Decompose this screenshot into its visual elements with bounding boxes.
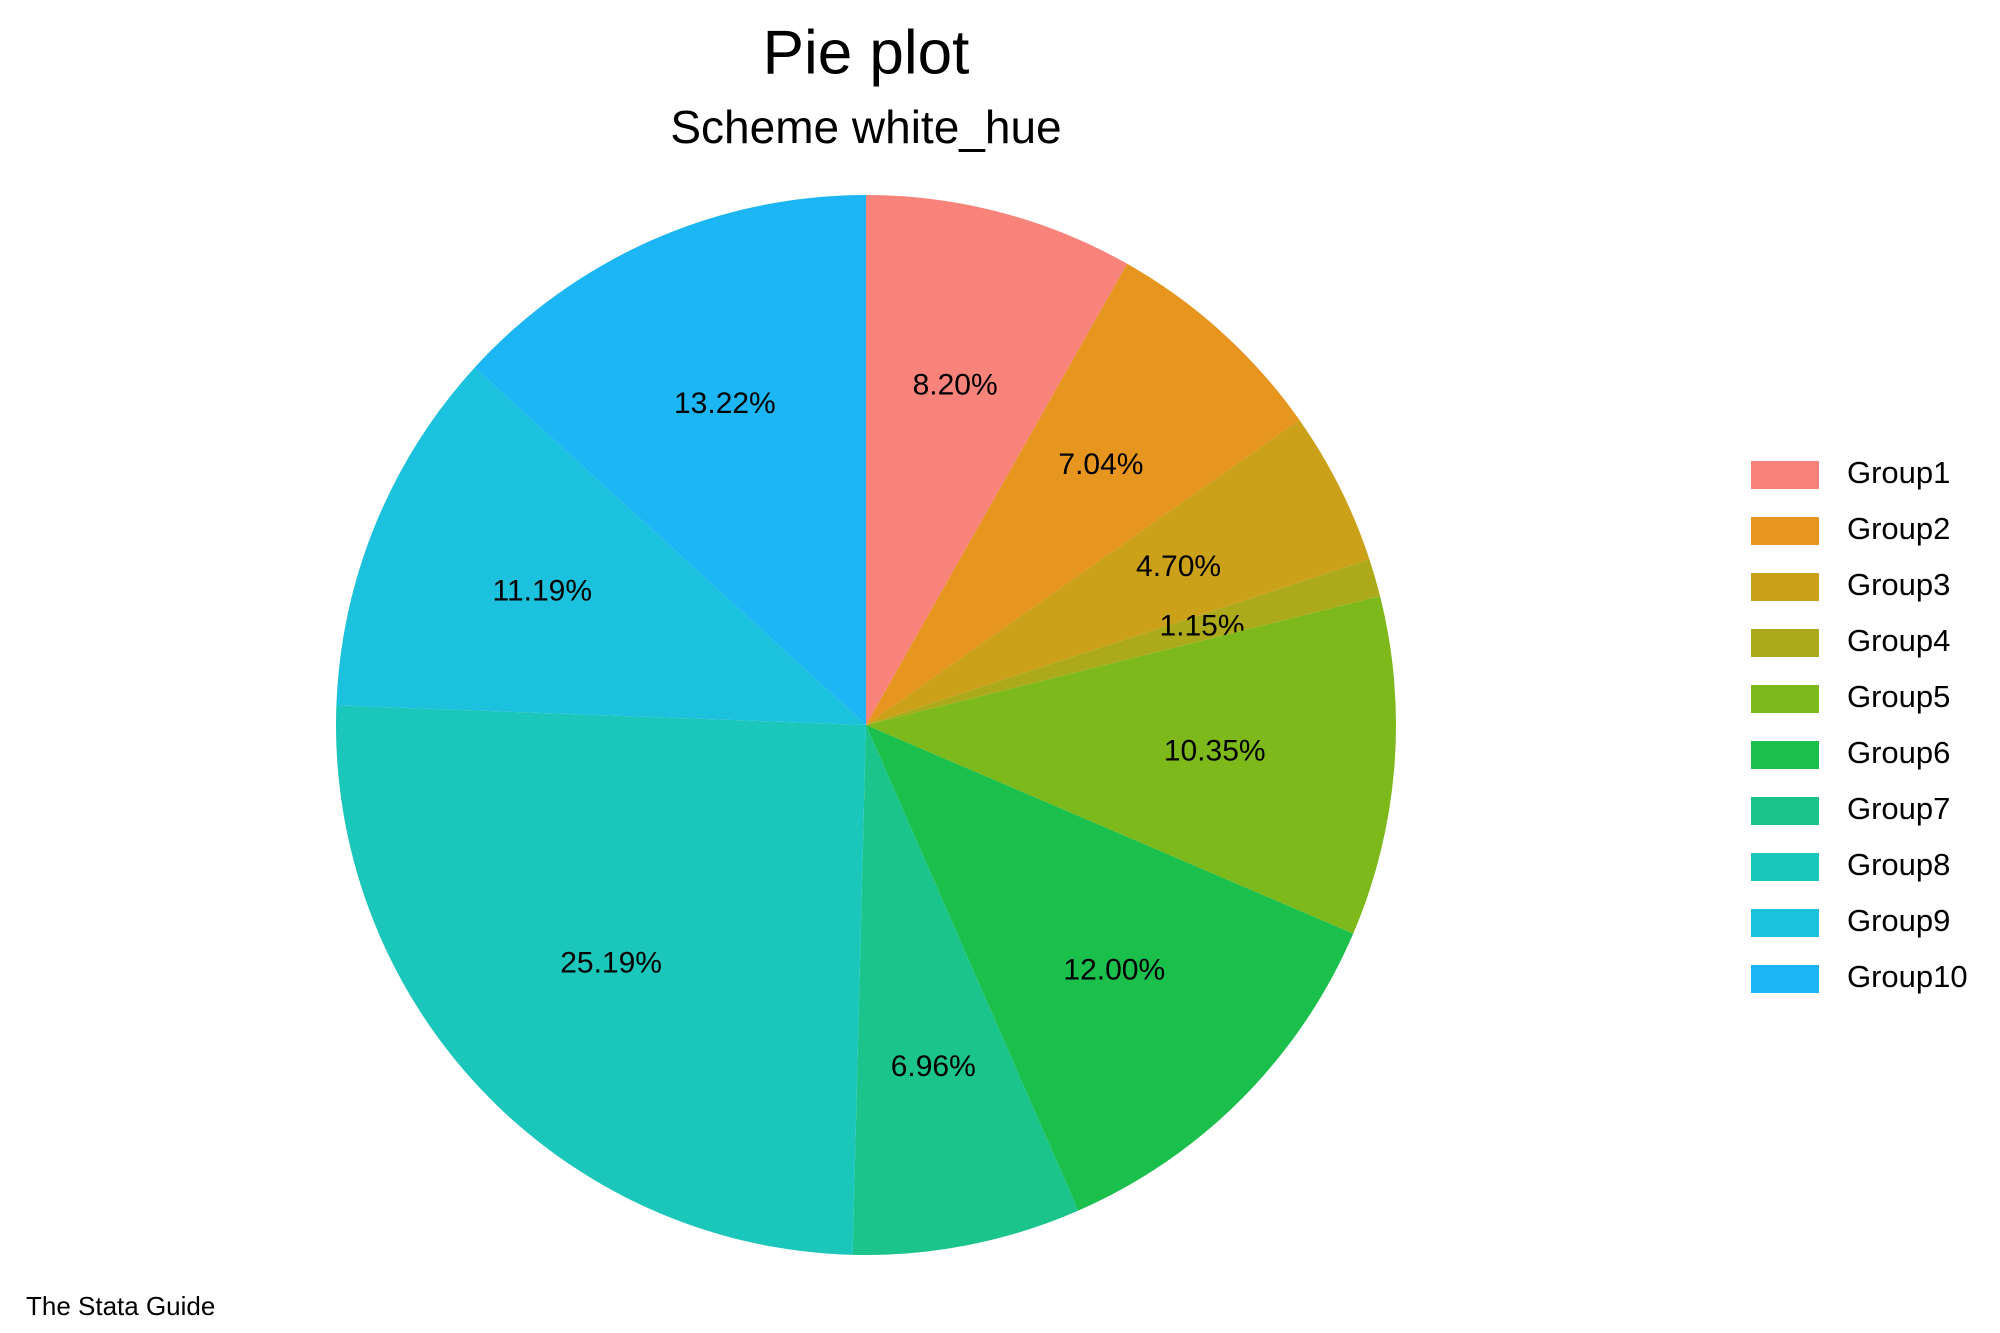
legend-swatch bbox=[1751, 573, 1819, 601]
slice-label: 6.96% bbox=[891, 1050, 976, 1083]
legend-label: Group1 bbox=[1847, 455, 1950, 490]
legend-label: Group4 bbox=[1847, 623, 1950, 658]
slice-label: 10.35% bbox=[1164, 735, 1266, 768]
legend-swatch bbox=[1751, 685, 1819, 713]
chart-subtitle: Scheme white_hue bbox=[670, 101, 1061, 153]
pie-slice bbox=[852, 725, 1079, 1255]
pie-slice bbox=[866, 419, 1370, 725]
legend-swatch bbox=[1751, 741, 1819, 769]
slice-label: 13.22% bbox=[674, 387, 776, 420]
pie-slice bbox=[474, 195, 866, 725]
legend-swatch bbox=[1751, 517, 1819, 545]
slice-label: 4.70% bbox=[1136, 550, 1221, 583]
legend-label: Group8 bbox=[1847, 847, 1950, 882]
legend: Group1 Group2 Group3 Group4 Group5 Group6 Grou… bbox=[1751, 455, 1968, 994]
slice-label: 7.04% bbox=[1058, 448, 1143, 481]
pie-slice bbox=[866, 725, 1354, 1211]
legend-swatch bbox=[1751, 797, 1819, 825]
pie-slice bbox=[336, 367, 866, 725]
caption: The Stata Guide bbox=[26, 1291, 215, 1321]
legend-label: Group7 bbox=[1847, 791, 1950, 826]
pie-slice bbox=[866, 263, 1300, 725]
legend-swatch bbox=[1751, 629, 1819, 657]
pie: 8.20%7.04%4.70%1.15%10.35%12.00%6.96%25.… bbox=[335, 195, 1396, 1255]
slice-label: 8.20% bbox=[913, 369, 998, 402]
pie-slice bbox=[866, 195, 1128, 725]
legend-label: Group2 bbox=[1847, 511, 1950, 546]
legend-label: Group5 bbox=[1847, 679, 1950, 714]
legend-label: Group9 bbox=[1847, 903, 1950, 938]
legend-swatch bbox=[1751, 461, 1819, 489]
slice-label: 11.19% bbox=[493, 574, 593, 607]
slice-label: 12.00% bbox=[1063, 953, 1165, 986]
slice-label: 25.19% bbox=[560, 946, 662, 979]
legend-swatch bbox=[1751, 853, 1819, 881]
legend-label: Group3 bbox=[1847, 567, 1950, 602]
legend-swatch bbox=[1751, 965, 1819, 993]
chart-title: Pie plot bbox=[763, 18, 970, 87]
pie-slice bbox=[335, 705, 866, 1255]
legend-swatch bbox=[1751, 909, 1819, 937]
pie-slice bbox=[866, 559, 1381, 725]
pie-slice bbox=[866, 596, 1396, 934]
legend-label: Group6 bbox=[1847, 735, 1950, 770]
legend-label: Group10 bbox=[1847, 959, 1968, 994]
